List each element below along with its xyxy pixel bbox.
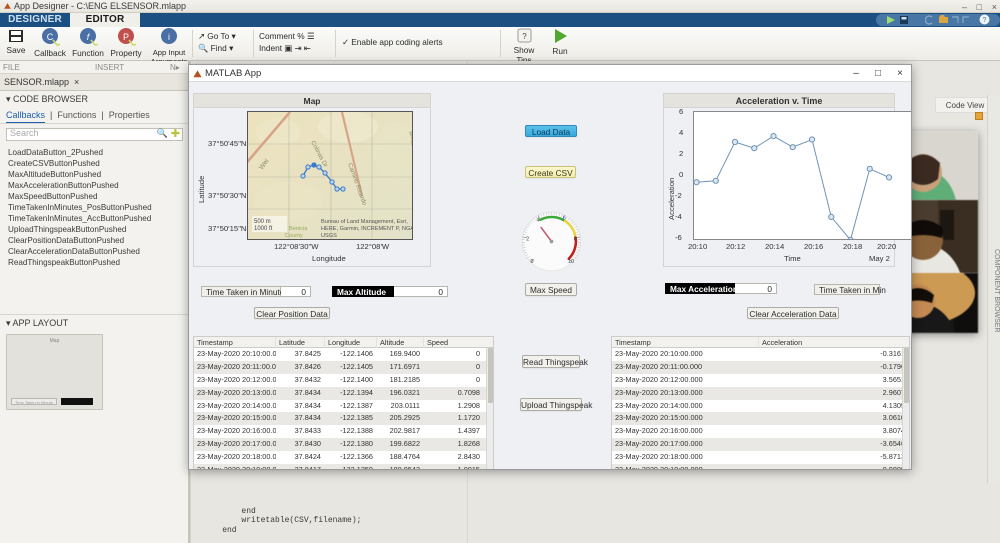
- svg-text:P: P: [123, 32, 129, 42]
- svg-text:USGS: USGS: [321, 233, 337, 239]
- svg-text:Benicia: Benicia: [289, 226, 308, 232]
- svg-text:i: i: [168, 32, 170, 42]
- svg-text:500 m: 500 m: [254, 219, 271, 225]
- svg-text:HERE, Garmin, INCREMENT P, NGA: HERE, Garmin, INCREMENT P, NGA,: [321, 226, 413, 232]
- svg-text:?: ?: [522, 32, 527, 41]
- svg-text:1000 ft: 1000 ft: [254, 226, 273, 232]
- svg-text:6: 6: [563, 216, 566, 222]
- svg-text:0: 0: [530, 259, 533, 265]
- svg-text:8: 8: [574, 236, 577, 242]
- svg-text:2: 2: [526, 236, 529, 242]
- svg-text:County: County: [285, 233, 303, 239]
- svg-text:10: 10: [568, 259, 574, 265]
- svg-text:Bureau of Land Management, Esr: Bureau of Land Management, Esri,: [321, 219, 408, 225]
- svg-text:?: ?: [983, 17, 987, 24]
- svg-text:4: 4: [537, 217, 540, 223]
